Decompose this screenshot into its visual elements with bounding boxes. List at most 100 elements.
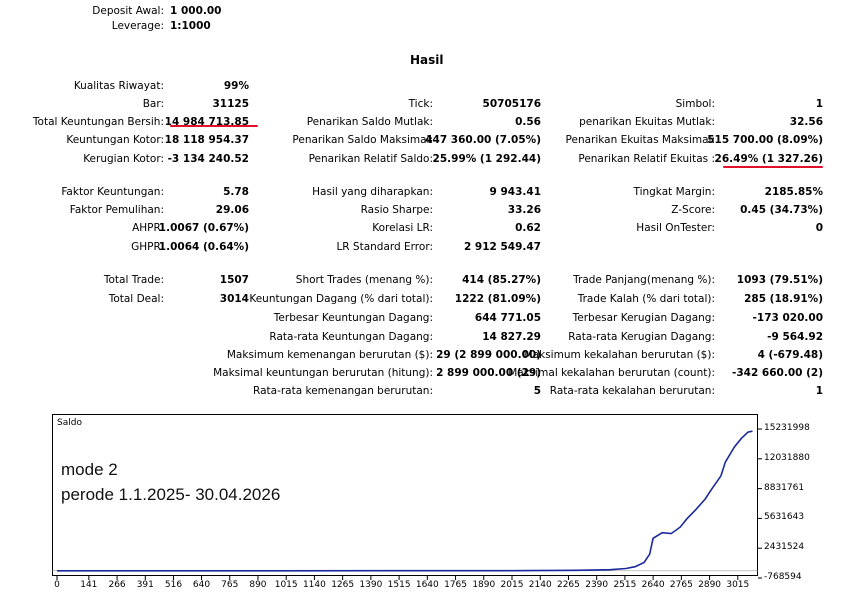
stat-label: Maksimum kekalahan berurutan ($):: [523, 349, 715, 361]
x-tick-label: 0: [54, 580, 60, 590]
x-tick-label: 516: [164, 580, 183, 590]
stat-label: Simbol:: [675, 98, 715, 110]
stat-value: 33.26: [507, 204, 541, 216]
stat-label: Penarikan Saldo Maksimal:: [292, 134, 433, 146]
stat-label: Kerugian Kotor:: [83, 153, 164, 165]
stat-value: 26.49% (1 327.26): [714, 153, 823, 165]
stat-label: Penarikan Saldo Mutlak:: [306, 116, 433, 128]
stat-value: 447 360.00 (7.05%): [425, 134, 541, 146]
stat-label: GHPR:: [131, 241, 164, 253]
x-tick-label: 2015: [500, 580, 524, 590]
stat-label: LR Standard Error:: [336, 241, 433, 253]
stat-value: 1.0067 (0.67%): [158, 222, 249, 234]
x-tick-label: 1015: [274, 580, 298, 590]
stat-label: Bar:: [142, 98, 164, 110]
header-value: 1:1000: [170, 20, 211, 32]
x-tick-label: 1390: [359, 580, 383, 590]
highlight-underline-relative-equity: [723, 166, 823, 168]
stat-value: 1507: [219, 274, 249, 286]
stat-value: 1222 (81.09%): [454, 293, 541, 305]
header-label: Deposit Awal:: [92, 5, 164, 17]
x-tick-label: 1890: [472, 580, 496, 590]
stat-value: 18 118 954.37: [164, 134, 249, 146]
x-tick-label: 1640: [415, 580, 439, 590]
stat-value: 29.06: [215, 204, 249, 216]
stat-value: 2 899 000.00 (29): [436, 367, 541, 379]
x-tick-label: 3015: [726, 580, 750, 590]
highlight-underline-net-profit: [170, 125, 258, 127]
x-tick-label: 266: [108, 580, 126, 590]
stat-value: 1093 (79.51%): [736, 274, 823, 286]
stat-label: Penarikan Relatif Saldo:: [308, 153, 433, 165]
stat-label: Trade Panjang(menang %):: [573, 274, 715, 286]
x-tick-label: 1515: [387, 580, 411, 590]
stat-label: Terbesar Kerugian Dagang:: [572, 312, 715, 324]
stat-label: Total Keuntungan Bersih:: [32, 116, 164, 128]
stat-label: Faktor Keuntungan:: [61, 186, 164, 198]
stat-value: 14 827.29: [482, 331, 541, 343]
stat-label: Maksimal keuntungan berurutan (hitung):: [213, 367, 433, 379]
x-tick-label: 2390: [585, 580, 609, 590]
x-tick-label: 2140: [528, 580, 552, 590]
header-label: Leverage:: [111, 20, 164, 32]
stat-label: Keuntungan Dagang (% dari total):: [249, 293, 433, 305]
y-tick-label: 2431524: [764, 542, 805, 553]
stat-value: 25.99% (1 292.44): [432, 153, 541, 165]
x-tick-label: 2765: [669, 580, 693, 590]
stat-label: Maksimum kemenangan berurutan ($):: [226, 349, 433, 361]
stat-label: Faktor Pemulihan:: [69, 204, 164, 216]
stat-value: 50705176: [482, 98, 541, 110]
stat-label: Hasil yang diharapkan:: [312, 186, 433, 198]
x-tick-label: 890: [249, 580, 267, 590]
stat-value: 5: [533, 385, 541, 397]
stat-label: Keuntungan Kotor:: [66, 134, 164, 146]
section-title: Hasil: [410, 53, 444, 67]
x-tick-label: 141: [80, 580, 98, 590]
stat-value: 644 771.05: [474, 312, 541, 324]
y-tick-label: 8831761: [764, 482, 805, 493]
stat-label: Penarikan Ekuitas Maksimal:: [565, 134, 715, 146]
x-tick-label: 1140: [302, 580, 326, 590]
stat-label: Penarikan Relatif Ekuitas :: [578, 153, 715, 165]
stat-label: Short Trades (menang %):: [295, 274, 433, 286]
stat-label: Kualitas Riwayat:: [73, 80, 164, 92]
x-tick-label: 765: [221, 580, 239, 590]
annotation-period: perode 1.1.2025- 30.04.2026: [61, 485, 281, 504]
stat-label: Hasil OnTester:: [636, 222, 715, 234]
y-tick-label: 5631643: [764, 512, 805, 523]
stat-label: Tingkat Margin:: [633, 186, 715, 198]
stat-value: 3014: [219, 293, 249, 305]
stat-value: 1: [815, 98, 823, 110]
x-tick-label: 2890: [698, 580, 722, 590]
stat-label: penarikan Ekuitas Mutlak:: [579, 116, 715, 128]
stat-value: 2 912 549.47: [463, 241, 541, 253]
x-tick-label: 2640: [641, 580, 665, 590]
stat-label: AHPR:: [132, 222, 164, 234]
header-value: 1 000.00: [170, 5, 222, 17]
stat-value: 0.56: [515, 116, 541, 128]
stat-label: Terbesar Keuntungan Dagang:: [273, 312, 433, 324]
stat-label: Maksimal kekalahan berurutan (count):: [508, 367, 715, 379]
stat-label: Rata-rata Keuntungan Dagang:: [269, 331, 433, 343]
stat-label: Total Trade:: [103, 274, 164, 286]
x-tick-label: 1765: [444, 580, 467, 590]
stat-value: 0: [815, 222, 823, 234]
stat-value: 5.78: [223, 186, 249, 198]
stat-value: 515 700.00 (8.09%): [707, 134, 823, 146]
stat-label: Rata-rata kekalahan berurutan:: [549, 385, 715, 397]
stat-value: 32.56: [789, 116, 823, 128]
stat-value: -173 020.00: [752, 312, 823, 324]
stat-value: -9 564.92: [767, 331, 823, 343]
y-tick-label: 15231998: [764, 423, 810, 433]
x-tick-label: 2265: [556, 580, 580, 590]
stat-value: 285 (18.91%): [744, 293, 823, 305]
stat-value: -3 134 240.52: [167, 153, 249, 165]
stat-value: 9 943.41: [489, 186, 541, 198]
stat-label: Z-Score:: [671, 204, 715, 216]
y-tick-label: 12031880: [764, 452, 810, 463]
stat-label: Trade Kalah (% dari total):: [577, 293, 715, 305]
stat-value: 414 (85.27%): [462, 274, 541, 286]
stat-value: 31125: [212, 98, 249, 110]
stat-value: 2185.85%: [764, 186, 823, 198]
stat-value: 4 (-679.48): [757, 349, 823, 361]
